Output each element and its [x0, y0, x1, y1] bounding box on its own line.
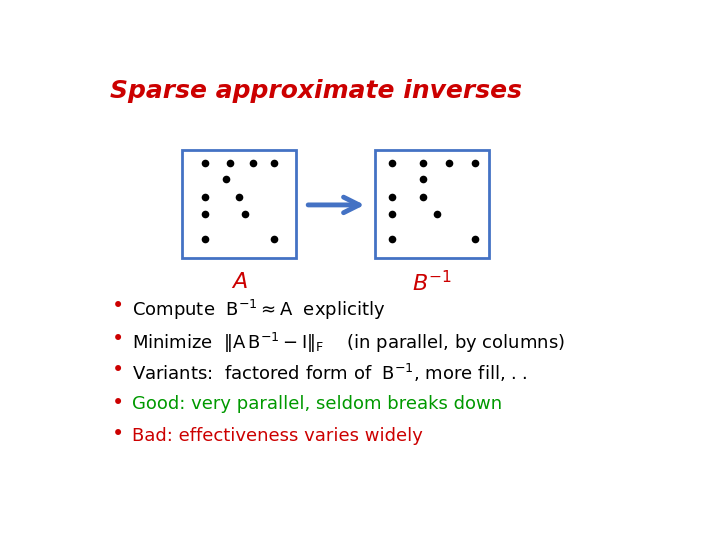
Text: •: •	[112, 424, 125, 444]
Text: Sparse approximate inverses: Sparse approximate inverses	[109, 79, 521, 103]
Text: •: •	[112, 393, 125, 413]
Text: •: •	[112, 295, 125, 315]
Text: Bad: effectiveness varies widely: Bad: effectiveness varies widely	[132, 427, 423, 444]
Text: Good: very parallel, seldom breaks down: Good: very parallel, seldom breaks down	[132, 395, 502, 413]
Text: $A$: $A$	[231, 271, 248, 293]
Text: •: •	[112, 360, 125, 380]
Text: Compute  $\mathrm{B}^{\mathrm{-1}} \approx \mathrm{A}$  explicitly: Compute $\mathrm{B}^{\mathrm{-1}} \appro…	[132, 298, 385, 322]
Text: $B^{-1}$: $B^{-1}$	[413, 271, 453, 296]
Text: Minimize  $\| \mathrm{A}\,\mathrm{B}^{\mathrm{-1}} - \mathrm{I} \|_{\mathrm{F}}$: Minimize $\| \mathrm{A}\,\mathrm{B}^{\ma…	[132, 331, 564, 355]
Bar	[374, 150, 489, 258]
Bar	[182, 150, 297, 258]
Text: Variants:  factored form of  $\mathrm{B}^{\mathrm{-1}}$, more fill, . .: Variants: factored form of $\mathrm{B}^{…	[132, 362, 528, 384]
Text: •: •	[112, 329, 125, 349]
